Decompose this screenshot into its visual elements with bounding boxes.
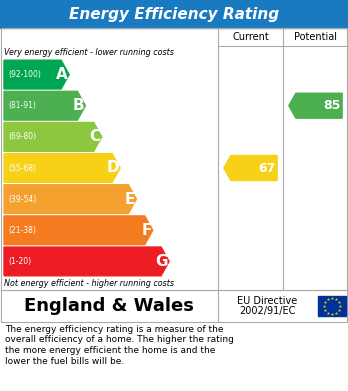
- Text: the more energy efficient the home is and the: the more energy efficient the home is an…: [5, 346, 215, 355]
- Text: 67: 67: [258, 161, 275, 174]
- Text: EU Directive: EU Directive: [237, 296, 297, 306]
- Bar: [0, 0, 348, 28]
- Text: G: G: [156, 254, 168, 269]
- Text: Not energy efficient - higher running costs: Not energy efficient - higher running co…: [4, 279, 174, 288]
- Text: E: E: [125, 192, 135, 206]
- Polygon shape: [4, 60, 69, 89]
- Text: Current: Current: [232, 32, 269, 42]
- Text: lower the fuel bills will be.: lower the fuel bills will be.: [5, 357, 124, 366]
- Text: (81-91): (81-91): [8, 101, 36, 110]
- Polygon shape: [4, 122, 102, 151]
- Polygon shape: [4, 185, 136, 213]
- Text: D: D: [106, 160, 119, 176]
- Polygon shape: [4, 216, 153, 245]
- Text: (21-38): (21-38): [8, 226, 36, 235]
- Text: (39-54): (39-54): [8, 195, 36, 204]
- Text: A: A: [56, 67, 68, 82]
- Text: Potential: Potential: [294, 32, 337, 42]
- Text: F: F: [141, 223, 152, 238]
- Polygon shape: [289, 93, 342, 118]
- Polygon shape: [4, 154, 120, 182]
- Bar: [1, 28, 347, 290]
- Text: Very energy efficient - lower running costs: Very energy efficient - lower running co…: [4, 48, 174, 57]
- Bar: [318, 296, 346, 316]
- Text: (92-100): (92-100): [8, 70, 41, 79]
- Bar: [1, 290, 347, 322]
- Text: 85: 85: [323, 99, 340, 112]
- Text: (55-68): (55-68): [8, 163, 36, 172]
- Polygon shape: [4, 91, 86, 120]
- Text: Energy Efficiency Rating: Energy Efficiency Rating: [69, 7, 279, 22]
- Text: 2002/91/EC: 2002/91/EC: [239, 306, 295, 316]
- Text: (69-80): (69-80): [8, 133, 36, 142]
- Polygon shape: [224, 156, 277, 181]
- Text: (1-20): (1-20): [8, 257, 31, 266]
- Text: The energy efficiency rating is a measure of the: The energy efficiency rating is a measur…: [5, 325, 223, 334]
- Polygon shape: [4, 247, 169, 276]
- Text: overall efficiency of a home. The higher the rating: overall efficiency of a home. The higher…: [5, 335, 234, 344]
- Text: England & Wales: England & Wales: [24, 297, 194, 315]
- Text: B: B: [73, 98, 85, 113]
- Text: C: C: [90, 129, 101, 144]
